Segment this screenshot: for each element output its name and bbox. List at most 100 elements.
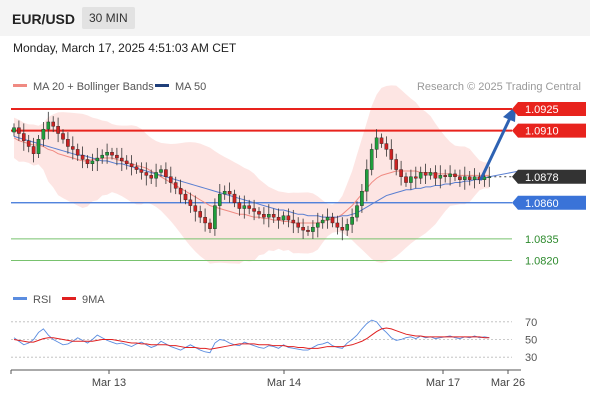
candle (438, 165, 443, 189)
candle (232, 189, 237, 208)
candle (100, 149, 104, 164)
level-tag-1.0925: 1.0925 (512, 101, 586, 116)
candle (365, 159, 369, 202)
bollinger-bands (14, 85, 490, 264)
level-value-1.0860: 1.0860 (525, 198, 559, 210)
timeframe-button[interactable]: 30 MIN (82, 7, 135, 29)
candle (389, 139, 394, 170)
candle (95, 147, 100, 172)
candle (453, 169, 457, 182)
candle (217, 184, 222, 216)
candle (487, 166, 492, 187)
candle (252, 199, 256, 221)
candle (463, 166, 467, 190)
x-tick-label: Mar 14 (267, 377, 301, 389)
candle (85, 155, 90, 169)
candle (75, 143, 80, 161)
candle (164, 162, 168, 184)
level-value-1.0878: 1.0878 (525, 172, 559, 184)
rsi-tick-70: 70 (525, 317, 537, 329)
candle (46, 111, 51, 140)
rsi-line (13, 319, 490, 354)
candle (262, 207, 266, 225)
candle (222, 185, 227, 200)
candle (267, 204, 271, 228)
candle (129, 155, 134, 176)
candle (360, 184, 364, 213)
candle (374, 129, 379, 159)
candle (369, 143, 374, 176)
level-label-1.0835: 1.0835 (525, 234, 559, 246)
candle (306, 225, 310, 236)
chart-header: EUR/USD 30 MIN (0, 0, 590, 36)
candle (12, 123, 16, 137)
candle (149, 169, 154, 184)
bollinger-band-area (14, 85, 490, 264)
candle (281, 211, 286, 225)
level-tag-1.0860: 1.0860 (512, 195, 586, 210)
candle (409, 169, 413, 190)
ma9-line (13, 327, 490, 350)
candle (423, 163, 428, 184)
candle (404, 172, 408, 187)
x-tick-label: Mar 17 (426, 377, 460, 389)
candle (394, 153, 399, 176)
candle (330, 212, 335, 228)
candle (350, 208, 354, 234)
candle (80, 146, 85, 169)
candle (198, 205, 203, 223)
candle (443, 169, 448, 183)
candle (467, 171, 472, 186)
rsi-legend-swatch (13, 297, 27, 300)
candle (448, 165, 452, 186)
candle (66, 132, 70, 154)
candle (154, 163, 158, 187)
candle (325, 208, 330, 229)
candle (335, 215, 340, 235)
candle (418, 166, 423, 184)
candle (379, 133, 384, 148)
candle (271, 208, 276, 223)
rsi-legend-label: RSI (33, 294, 51, 306)
candle (22, 123, 26, 151)
candle (296, 217, 301, 234)
candle (178, 179, 183, 203)
candle (316, 212, 320, 238)
candle (276, 208, 281, 229)
level-label-1.0820: 1.0820 (525, 255, 559, 267)
x-tick-label: Mar 13 (92, 377, 126, 389)
rsi-panel: 70 50 30 (11, 317, 537, 364)
projection-arrow-head (503, 106, 516, 122)
candle (340, 217, 345, 241)
candle (31, 137, 36, 163)
ma50-legend-swatch (155, 84, 169, 87)
ma20-legend-swatch (13, 84, 27, 87)
level-value-1.0910: 1.0910 (525, 126, 559, 138)
price-levels (11, 107, 512, 261)
level-tag-1.0910: 1.0910 (512, 123, 586, 138)
level-tag-1.0878: 1.0878 (512, 169, 586, 184)
candle (384, 136, 389, 157)
candle (345, 218, 350, 236)
candle (399, 160, 403, 186)
candle (115, 147, 119, 166)
candle (70, 136, 75, 160)
candle (355, 201, 359, 222)
candle (90, 153, 95, 172)
candle (159, 165, 163, 177)
symbol-label: EUR/USD (12, 11, 76, 27)
level-value-1.0925: 1.0925 (525, 104, 559, 116)
rsi-tick-50: 50 (525, 335, 537, 347)
candle (188, 192, 193, 213)
x-tick-label: Mar 26 (491, 377, 525, 389)
candle (203, 208, 207, 232)
candle (168, 166, 173, 193)
candle (36, 134, 41, 159)
candle (428, 168, 433, 180)
candle (320, 214, 325, 229)
candle (124, 155, 129, 170)
x-axis: Mar 13 Mar 14 Mar 17 Mar 26 (10, 370, 525, 389)
candle (51, 116, 55, 133)
candle (257, 207, 261, 219)
